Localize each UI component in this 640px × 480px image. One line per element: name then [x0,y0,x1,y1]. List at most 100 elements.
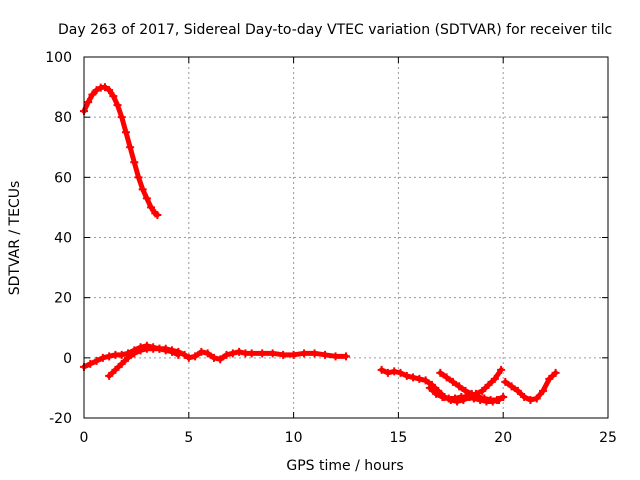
x-tick-label: 15 [389,430,407,446]
data-point [138,185,147,194]
y-tick-label: 0 [63,351,72,367]
data-point [450,394,459,403]
data-point [545,374,554,383]
data-point [216,355,225,364]
x-tick-label: 5 [184,430,193,446]
data-point [442,373,451,382]
data-point [197,347,206,356]
data-point [497,365,506,374]
data-point [222,350,231,359]
y-tick-label: 80 [54,110,72,126]
data-marks [80,83,560,406]
data-point [247,349,256,358]
grid [84,57,608,418]
data-point [455,382,464,391]
x-tick-label: 10 [285,430,303,446]
data-point [342,352,350,361]
data-point [147,203,156,212]
data-point [425,383,434,392]
data-point [92,86,101,95]
data-point [109,92,118,101]
data-point [98,353,107,362]
y-axis-label: SDTVAR / TECUs [7,181,23,296]
data-point [390,367,399,376]
data-point [501,377,510,386]
data-point [88,90,97,99]
data-point [507,382,516,391]
data-point [539,386,548,395]
data-point [532,394,541,403]
data-point [209,353,218,362]
x-tick-label: 0 [80,430,89,446]
y-tick-label: 40 [54,231,72,247]
data-point [111,365,120,374]
data-point [492,395,501,404]
data-point [436,368,445,377]
data-point [113,101,122,110]
data-point [124,353,133,362]
data-point [228,349,237,358]
data-point [480,394,489,403]
data-point [130,158,139,167]
data-point [258,349,267,358]
data-point [92,356,101,365]
data-point [136,346,145,355]
data-point [520,392,529,401]
data-point [184,353,193,362]
data-point [235,347,244,356]
data-point [134,173,143,182]
data-point [551,368,560,377]
data-point [203,349,212,358]
data-point [168,347,177,356]
data-point [117,350,126,359]
data-point [105,86,114,95]
data-point [396,368,405,377]
data-point [474,392,483,401]
data-point [331,352,340,361]
ticks: 0 5 10 15 20 25 -20 0 20 40 60 80 100 [45,50,617,446]
data-point [402,371,411,380]
data-point [484,380,493,389]
data-point [86,359,95,368]
data-point [191,352,200,361]
y-tick-label: 60 [54,170,72,186]
data-point [153,210,162,219]
data-point [121,128,130,137]
data-point [155,344,164,353]
data-point [161,346,170,355]
data-point [415,374,424,383]
data-point [526,395,535,404]
data-point [499,392,508,401]
x-tick-label: 20 [494,430,512,446]
data-point [377,365,386,374]
data-point [84,98,93,107]
x-axis-label: GPS time / hours [286,458,403,474]
data-point [126,143,135,152]
data-point [142,194,151,203]
data-point [279,350,288,359]
y-tick-label: 100 [45,50,72,66]
data-point [105,352,114,361]
data-point [478,386,487,395]
data-point [268,349,277,358]
data-point [105,371,114,380]
x-tick-label: 25 [599,430,617,446]
data-point [117,359,126,368]
data-point [383,368,392,377]
data-point [409,373,418,382]
data-point [421,376,430,385]
data-point [321,350,330,359]
data-point [117,113,126,122]
data-point [300,349,309,358]
chart-title: Day 263 of 2017, Sidereal Day-to-day VTE… [58,22,612,38]
y-tick-label: -20 [49,411,72,427]
data-point [289,350,298,359]
data-point [174,350,183,359]
data-point [490,374,499,383]
data-point [448,377,457,386]
data-point [461,386,470,395]
data-point [432,389,441,398]
y-tick-label: 20 [54,291,72,307]
data-point [310,349,319,358]
